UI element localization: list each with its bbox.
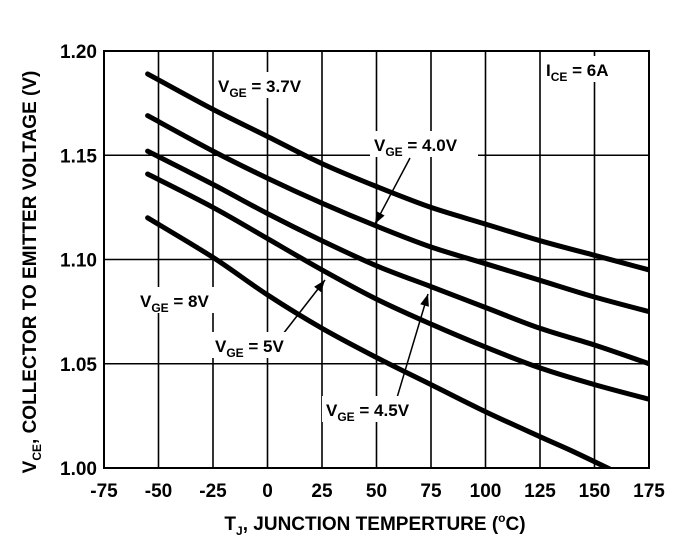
label-vge-4-5v: VGE = 4.5V	[326, 401, 410, 424]
annotation-background	[542, 56, 620, 82]
curves	[145, 71, 649, 468]
annotation-background	[214, 72, 320, 98]
x-tick-label: 50	[366, 481, 387, 502]
label-vge-5v: VGE = 5V	[215, 337, 285, 360]
x-tick-label: -25	[199, 481, 227, 502]
series-line-vge-5v	[145, 171, 649, 402]
annotation-background	[322, 396, 430, 422]
x-tick-label: 0	[262, 481, 273, 502]
arrow-vge-5v	[282, 279, 326, 335]
label-vge-8v: VGE = 8V	[140, 292, 210, 315]
series-line-vge-4-5v	[145, 148, 649, 367]
y-tick-label: 1.00	[60, 459, 97, 480]
annotation-background	[370, 131, 478, 157]
y-tick-labels: 1.00 1.05 1.10 1.15 1.20	[60, 42, 97, 480]
label-ice-6a: ICE = 6A	[546, 61, 609, 84]
x-tick-label: 100	[470, 481, 502, 502]
annotation-background	[136, 287, 228, 313]
plot-frame	[103, 50, 650, 469]
y-tick-label: 1.05	[60, 355, 97, 376]
x-tick-label: 125	[524, 481, 556, 502]
y-axis-label: VCE, COLLECTOR TO EMITTER VOLTAGE (V)	[20, 71, 44, 474]
arrow-vge-4-5v	[395, 293, 429, 402]
arrow-vge-4-0v	[374, 157, 411, 225]
x-tick-label: 25	[311, 481, 333, 502]
y-tick-label: 1.20	[60, 42, 97, 63]
label-vge-3-7v: VGE = 3.7V	[218, 77, 302, 100]
x-tick-label: -75	[90, 481, 118, 502]
arrows	[282, 157, 429, 402]
x-tick-label: -50	[145, 481, 172, 502]
label-vge-4-0v: VGE = 4.0V	[374, 136, 458, 159]
y-tick-label: 1.15	[60, 146, 97, 167]
x-tick-label: 175	[633, 481, 665, 502]
series-line-vge-3-7v	[145, 71, 649, 273]
y-tick-label: 1.10	[60, 251, 97, 272]
series-line-vge-8v	[145, 215, 614, 468]
annotation-background	[211, 332, 301, 358]
x-tick-label: 150	[579, 481, 611, 502]
x-axis-label: TJ, JUNCTION TEMPERTURE (oC)	[224, 511, 525, 538]
x-tick-labels: -75 -50 -25 0 25 50 75 100 125 150 175	[90, 481, 665, 502]
series-line-vge-4-0v	[145, 113, 649, 315]
x-tick-label: 75	[420, 481, 442, 502]
